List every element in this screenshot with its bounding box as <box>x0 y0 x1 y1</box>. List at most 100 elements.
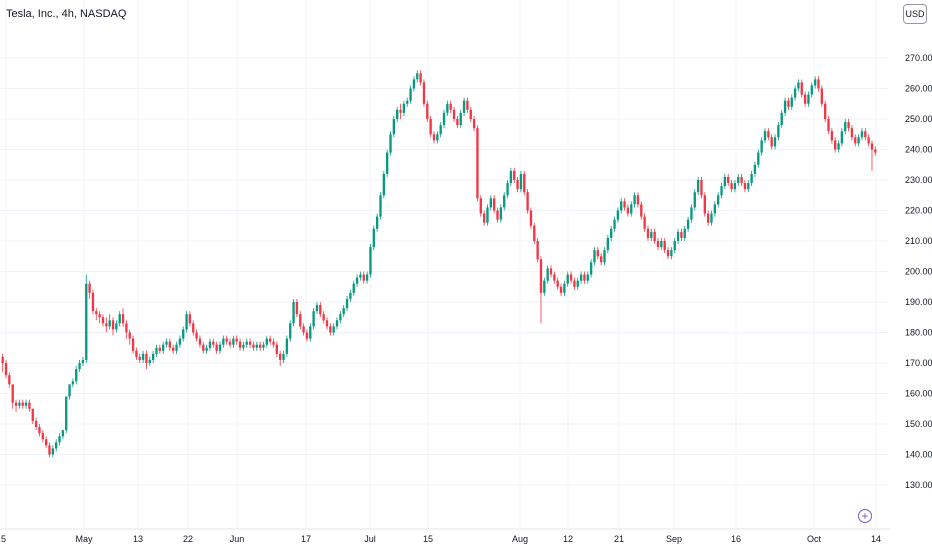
candle-up <box>673 237 676 254</box>
plus-circle-icon[interactable]: + <box>858 509 872 523</box>
candle-down <box>559 283 563 296</box>
time-axis[interactable]: 5 May 13 22 Jun 17 Jul 15 Aug 12 21 Sep 16 Oct 14 <box>1 534 881 544</box>
candle-body <box>195 332 198 339</box>
candle-body <box>723 176 727 187</box>
candle-down <box>770 134 773 150</box>
candle-body <box>436 134 439 141</box>
candle-body <box>272 341 275 345</box>
candle-down <box>539 256 543 324</box>
candle-body <box>295 302 299 315</box>
candle-up <box>442 109 446 129</box>
candle-up <box>436 131 439 144</box>
candle-up <box>24 399 28 409</box>
candle-down <box>275 341 279 357</box>
candle-up <box>285 335 289 357</box>
x-tick-label: 15 <box>423 534 433 544</box>
candle-down <box>482 210 486 226</box>
candle-body <box>402 103 406 113</box>
candle-body <box>141 353 145 360</box>
candle-body <box>172 347 175 351</box>
candle-body <box>24 402 28 406</box>
candle-down <box>830 128 834 144</box>
currency-button[interactable]: USD <box>903 4 927 24</box>
candle-body <box>292 302 295 324</box>
candle-down <box>305 329 309 342</box>
candle-up <box>860 128 864 141</box>
candle-body <box>563 283 566 293</box>
candle-up <box>412 76 416 92</box>
candle-up <box>676 228 680 245</box>
candle-up <box>753 161 757 177</box>
candle-up <box>242 341 245 351</box>
candle-up <box>232 335 235 348</box>
candle-down <box>874 146 877 156</box>
candle-body <box>305 332 309 339</box>
candle-body <box>34 420 38 428</box>
candle-body <box>773 137 777 147</box>
candle-down <box>526 189 529 214</box>
candle-down <box>322 311 325 324</box>
candle-up <box>155 344 158 357</box>
candle-down <box>834 137 837 153</box>
candle-up <box>777 122 780 141</box>
candle-down <box>516 176 519 193</box>
y-tick-label: 220.00 <box>905 206 932 216</box>
candle-body <box>14 402 18 406</box>
candle-body <box>854 137 857 144</box>
candle-up <box>733 180 737 193</box>
candle-body <box>101 317 105 324</box>
candle-down <box>466 97 469 113</box>
candle-up <box>349 289 352 302</box>
candle-body <box>335 320 339 327</box>
candle-up <box>807 91 810 107</box>
candle-body <box>543 280 546 293</box>
candle-down <box>38 424 41 437</box>
candle-up <box>813 76 817 89</box>
candle-up <box>386 149 389 177</box>
candle-up <box>342 305 345 318</box>
candle-down <box>706 210 710 226</box>
candle-body <box>523 173 526 193</box>
candle-body <box>81 359 85 363</box>
candle-body <box>656 241 660 248</box>
candle-body <box>813 79 817 86</box>
candle-down <box>319 302 322 318</box>
candle-body <box>820 88 824 104</box>
candle-body <box>867 137 870 144</box>
candle-body <box>613 219 616 229</box>
candle-body <box>8 375 11 385</box>
candle-body <box>235 338 238 342</box>
candle-up <box>857 134 860 147</box>
candle-body <box>329 326 332 333</box>
price-axis[interactable]: 130.00 140.00 150.00 160.00 170.00 180.00 190.… <box>905 53 932 490</box>
y-tick-label: 170.00 <box>905 358 932 368</box>
candle-up <box>335 317 339 330</box>
candle-up <box>205 344 208 354</box>
candle-up <box>332 323 335 336</box>
candle-up <box>61 430 65 440</box>
candle-up <box>222 335 225 348</box>
candle-body <box>513 170 516 180</box>
candle-down <box>513 167 516 184</box>
candle-down <box>95 308 98 321</box>
candle-body <box>803 94 807 104</box>
candle-down <box>549 265 553 278</box>
candle-up <box>262 341 265 351</box>
candle-body <box>252 344 255 348</box>
candle-body <box>720 186 723 196</box>
candle-down <box>138 353 141 363</box>
candle-up <box>686 216 690 232</box>
candle-up <box>85 274 88 363</box>
candle-up <box>396 106 399 123</box>
candle-down <box>101 314 105 327</box>
candle-body <box>462 100 466 113</box>
x-tick-label: 22 <box>183 534 193 544</box>
candle-body <box>606 237 610 251</box>
candle-body <box>396 109 399 119</box>
candle-body <box>492 198 496 211</box>
candle-body <box>633 195 636 205</box>
candle-up <box>359 271 362 281</box>
candle-body <box>559 286 563 293</box>
candle-down <box>472 115 476 132</box>
